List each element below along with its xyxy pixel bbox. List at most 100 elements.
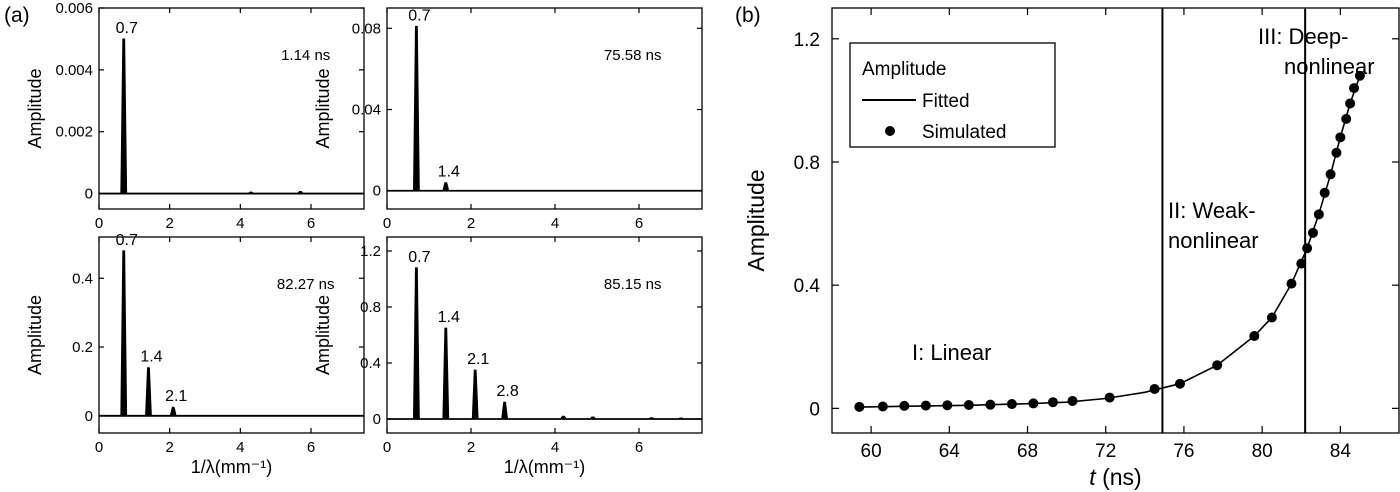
spectrum-peak (296, 190, 305, 194)
peak-label: 0.7 (116, 20, 138, 37)
y-tick-label: 1.2 (794, 30, 820, 51)
x-tick-label: 4 (236, 215, 244, 232)
x-tick-label: 76 (1173, 441, 1194, 462)
peak-label: 2.1 (467, 351, 489, 368)
time-label: 82.27 ns (277, 276, 335, 293)
x-tick-label: 4 (551, 215, 559, 232)
y-tick-label: 0.4 (360, 355, 381, 372)
spectrum-peak (145, 367, 152, 417)
time-label: 75.58 ns (604, 47, 662, 64)
spectrum-peak (676, 417, 686, 420)
region-label-weak-line1: II: Weak- (1168, 198, 1256, 223)
legend-simulated-swatch (885, 126, 895, 136)
plot-frame (386, 7, 703, 210)
region-label-deep-line1: III: Deep- (1258, 24, 1348, 49)
x-tick-label: 0 (383, 215, 391, 232)
y-tick-label: 0 (85, 186, 93, 203)
spectrum-peak (471, 369, 479, 420)
spectrum-peak (647, 417, 656, 420)
x-tick-label: 2 (467, 439, 475, 456)
peak-label: 0.7 (116, 232, 138, 249)
x-tick-label: 2 (165, 215, 173, 232)
simulated-point (1354, 70, 1365, 81)
spectrum-peak (246, 191, 256, 194)
y-axis-label: Amplitude (743, 169, 769, 271)
simulated-point (985, 399, 996, 410)
x-tick-label: 72 (1095, 441, 1116, 462)
simulated-point (1149, 383, 1160, 394)
simulated-point (1047, 397, 1058, 408)
simulated-point (899, 400, 910, 411)
spectrum-peak (442, 327, 450, 420)
chart-5: 60 64 68 72 76 80 84 0 0.4 0.8 1.2 Amplitude t (ns) I… (743, 7, 1400, 490)
y-tick-label: 0.006 (55, 0, 93, 17)
peak-label: 1.4 (438, 164, 460, 181)
peak-label: 2.8 (496, 383, 518, 400)
simulated-point (1006, 399, 1017, 410)
x-tick-label: 2 (467, 215, 475, 232)
x-tick-label: 64 (939, 441, 961, 462)
y-axis-label: Amplitude (25, 68, 45, 148)
peak-label: 1.4 (140, 349, 162, 366)
plot-frame (98, 236, 365, 434)
peak-label: 0.7 (408, 249, 430, 266)
y-tick-label: 0.4 (72, 270, 93, 287)
spectrum-peak (412, 25, 420, 192)
plot-frame (98, 7, 365, 210)
y-tick-label: 0.8 (794, 153, 820, 174)
x-tick-label: 6 (635, 439, 643, 456)
spectrum-peak (559, 415, 568, 420)
x-tick-label: 6 (307, 215, 315, 232)
spectrum-peak (412, 267, 420, 420)
spectrum-peak (501, 401, 509, 420)
simulated-point (1335, 132, 1346, 143)
y-tick-label: 0.002 (55, 124, 93, 141)
simulated-point (1302, 243, 1313, 254)
y-tick-label: 0.04 (352, 102, 381, 119)
simulated-point (963, 399, 974, 410)
simulated-point (1249, 330, 1260, 341)
x-tick-label: 0 (95, 439, 103, 456)
x-axis-label: 1/λ(mm⁻¹) (504, 457, 585, 477)
simulated-point (1331, 147, 1342, 158)
simulated-point (920, 400, 931, 411)
y-axis-label: Amplitude (313, 295, 333, 375)
spectrum-peak (442, 182, 450, 192)
simulated-point (1349, 83, 1360, 94)
y-tick-label: 0 (85, 408, 93, 425)
simulated-point (942, 400, 953, 411)
peak-label: 0.7 (408, 7, 430, 24)
plot-frame (386, 236, 703, 434)
panel-b-label: (b) (735, 4, 761, 27)
region-label-linear: I: Linear (912, 340, 992, 365)
peak-label: 1.4 (438, 309, 460, 326)
simulated-point (1319, 187, 1330, 198)
simulated-point (854, 401, 865, 412)
x-tick-label: 80 (1252, 441, 1273, 462)
time-label: 85.15 ns (604, 276, 662, 293)
fitted-line (859, 75, 1361, 408)
simulated-point (1341, 113, 1352, 124)
y-axis-label: Amplitude (313, 68, 333, 148)
simulated-point (1104, 392, 1115, 403)
y-tick-label: 1.2 (360, 243, 381, 260)
x-tick-label: 0 (95, 215, 103, 232)
simulated-point (1266, 312, 1277, 323)
spectrum-peak (169, 406, 177, 417)
spectrum-peak (120, 38, 128, 194)
x-tick-label: 4 (551, 439, 559, 456)
panel-a-label: (a) (4, 4, 30, 27)
legend-fitted-label: Fitted (922, 91, 970, 112)
x-axis-label-unit: (ns) (1096, 464, 1142, 490)
chart-1: 0 2 4 6 0 0.002 0.004 0.006 Amplitude 1.14 ns 0.7 (25, 0, 365, 232)
legend: Amplitude Fitted Simulated (849, 42, 1056, 148)
chart-2: 0 2 4 6 0 0.04 0.08 Amplitude 75.58 ns 0.7 1.4 (313, 7, 703, 232)
y-tick-label: 0.08 (352, 20, 381, 37)
simulated-point (1325, 169, 1336, 180)
x-tick-label: 6 (307, 439, 315, 456)
y-tick-label: 0 (809, 399, 820, 420)
y-axis-label: Amplitude (25, 295, 45, 375)
x-tick-label: 4 (236, 439, 244, 456)
x-tick-label: 84 (1330, 441, 1352, 462)
